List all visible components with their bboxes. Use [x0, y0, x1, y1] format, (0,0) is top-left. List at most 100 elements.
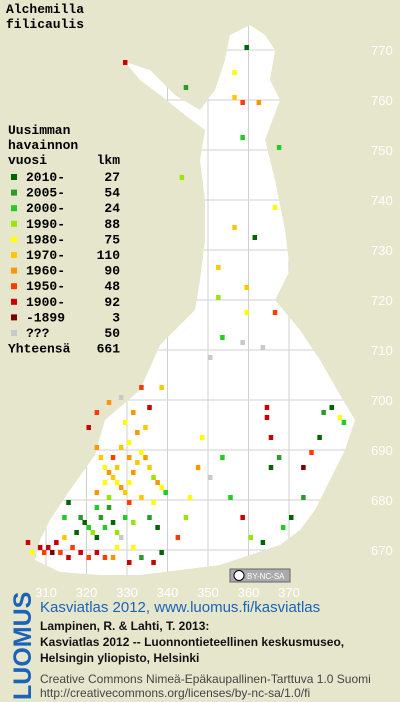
grid-cell — [301, 465, 306, 470]
grid-cell — [98, 515, 104, 520]
grid-cell — [114, 465, 120, 470]
grid-cell — [240, 340, 245, 345]
grid-cell — [321, 410, 326, 415]
grid-cell — [114, 545, 120, 550]
grid-cell — [151, 560, 156, 565]
grid-cell — [317, 435, 322, 440]
grid-cell — [147, 515, 152, 520]
grid-cell — [70, 545, 75, 550]
grid-cell — [252, 235, 258, 240]
grid-cell — [337, 415, 343, 420]
license-badge: BY-NC-SA — [229, 568, 291, 583]
grid-cell — [135, 460, 140, 465]
grid-cell — [58, 550, 63, 555]
grid-cell — [179, 175, 185, 180]
grid-cell — [94, 550, 100, 555]
grid-cell — [147, 405, 152, 410]
grid-cell — [135, 430, 140, 435]
legend-label: 1990- — [26, 217, 65, 232]
grid-cell — [309, 450, 314, 455]
grid-cell — [301, 495, 306, 500]
legend-label: 1980- — [26, 232, 65, 247]
brand: LUOMUS — [9, 592, 37, 700]
legend-label: -1899 — [26, 310, 65, 325]
citation: Kasviatlas 2012 -- Luonnontieteellinen k… — [40, 635, 344, 649]
grid-cell — [66, 555, 71, 560]
grid-cell — [94, 410, 100, 415]
y-tick-label: 770 — [371, 43, 393, 58]
x-tick-label: 360 — [238, 585, 260, 600]
legend-count: 90 — [104, 264, 120, 279]
grid-cell — [244, 310, 249, 315]
y-tick-label: 730 — [371, 243, 393, 258]
legend-swatch — [11, 189, 17, 196]
y-tick-label: 710 — [371, 343, 393, 358]
grid-cell — [110, 475, 116, 480]
legend-swatch — [11, 174, 17, 180]
grid-cell — [37, 545, 43, 550]
grid-cell — [62, 515, 67, 520]
grid-cell — [228, 495, 233, 500]
x-tick-label: 350 — [197, 585, 219, 600]
species-title: filicaulis — [6, 17, 84, 32]
license-url[interactable]: http://creativecommons.org/licenses/by-n… — [40, 686, 310, 700]
grid-cell — [86, 525, 91, 530]
grid-cell — [122, 490, 128, 495]
y-tick-label: 670 — [371, 543, 393, 558]
badge-text: BY-NC-SA — [247, 572, 285, 581]
grid-cell — [216, 295, 221, 300]
legend-count: 75 — [104, 232, 120, 247]
grid-cell — [151, 500, 156, 505]
legend-count: 48 — [104, 279, 120, 294]
grid-cell — [122, 60, 128, 65]
grid-cell — [272, 310, 278, 315]
grid-cell — [106, 495, 112, 500]
grid-cell — [329, 405, 334, 410]
grid-cell — [118, 395, 124, 400]
grid-cell — [29, 550, 35, 555]
grid-cell — [118, 535, 124, 540]
legend-count: 3 — [112, 310, 120, 325]
legend-heading: vuosi — [8, 153, 47, 168]
x-tick-label: 340 — [157, 585, 179, 600]
grid-cell — [25, 540, 31, 545]
legend-swatch — [11, 236, 17, 243]
grid-cell — [187, 495, 193, 500]
grid-cell — [139, 385, 144, 390]
x-tick-label: 310 — [35, 585, 57, 600]
grid-cell — [240, 515, 245, 520]
grid-cell — [289, 515, 294, 520]
grid-cell — [131, 545, 136, 550]
grid-cell — [127, 480, 132, 485]
grid-cell — [86, 425, 91, 430]
grid-cell — [264, 415, 270, 420]
grid-cell — [54, 540, 59, 545]
legend-swatch — [11, 205, 17, 212]
grid-cell — [94, 445, 100, 450]
grid-cell — [127, 455, 132, 460]
grid-cell — [216, 265, 221, 270]
grid-cell — [260, 345, 266, 350]
grid-cell — [127, 500, 132, 505]
grid-cell — [139, 450, 144, 455]
grid-cell — [175, 535, 181, 540]
grid-cell — [240, 100, 245, 105]
legend-count: 88 — [104, 217, 120, 232]
grid-cell — [195, 465, 201, 470]
grid-cell — [114, 530, 120, 535]
legend-swatch — [11, 330, 17, 336]
grid-cell — [94, 505, 100, 510]
grid-cell — [264, 405, 270, 410]
legend-count: 50 — [104, 326, 120, 341]
y-tick-label: 700 — [371, 393, 393, 408]
grid-cell — [248, 535, 253, 540]
grid-cell — [276, 455, 282, 460]
grid-cell — [102, 480, 108, 485]
y-tick-label: 690 — [371, 443, 393, 458]
legend-label: 2010- — [26, 170, 65, 185]
citation: Lampinen, R. & Lahti, T. 2013: — [40, 619, 209, 633]
atlas-link[interactable]: Kasviatlas 2012, www.luomus.fi/kasviatla… — [40, 599, 320, 616]
x-tick-label: 370 — [278, 585, 300, 600]
grid-cell — [127, 560, 132, 565]
grid-cell — [106, 470, 112, 475]
